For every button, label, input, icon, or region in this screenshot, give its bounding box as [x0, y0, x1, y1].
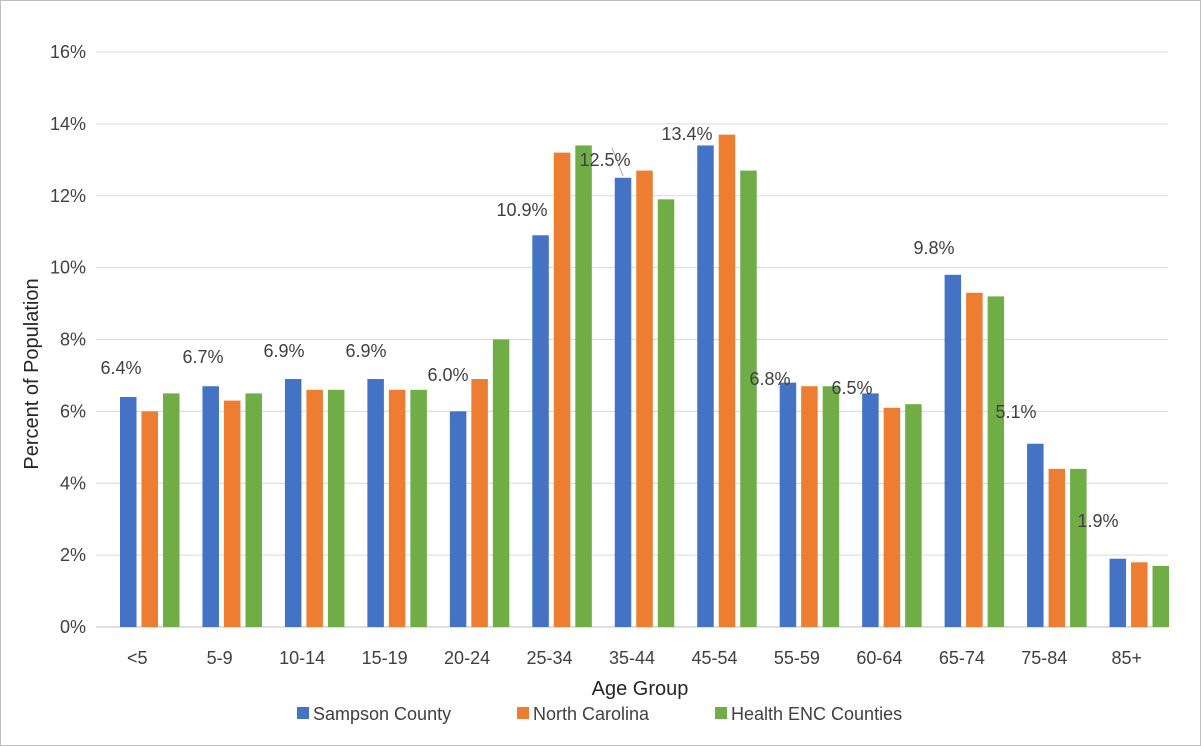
data-label: 9.8%: [913, 238, 954, 258]
bar: [553, 152, 571, 627]
bar: [740, 170, 757, 627]
legend-swatch-health-enc: [715, 707, 727, 719]
legend-label-sampson: Sampson County: [313, 704, 451, 724]
bar: [532, 235, 549, 627]
bar: [1109, 558, 1127, 627]
bar: [1027, 443, 1044, 627]
bar: [492, 339, 510, 627]
bar: [449, 411, 467, 627]
legend-label-north-carolina: North Carolina: [533, 704, 650, 724]
leader-lines: [611, 147, 624, 176]
bar: [697, 145, 714, 627]
bar: [1131, 562, 1148, 627]
data-label: 5.1%: [995, 402, 1036, 422]
bar: [718, 134, 736, 627]
x-tick-label: 25-34: [527, 648, 573, 668]
bar: [388, 389, 406, 627]
bar: [1070, 468, 1087, 627]
x-tick-label: 85+: [1111, 648, 1142, 668]
x-tick-label: <5: [127, 648, 148, 668]
data-label: 6.7%: [182, 347, 223, 367]
legend-swatch-sampson: [297, 707, 309, 719]
data-label: 6.5%: [831, 378, 872, 398]
bar: [245, 393, 262, 627]
bar: [779, 382, 797, 627]
x-tick-label: 75-84: [1021, 648, 1067, 668]
bar: [367, 379, 384, 627]
y-tick-label: 4%: [60, 473, 86, 493]
bar: [120, 397, 137, 627]
data-label: 6.9%: [345, 341, 386, 361]
bar: [987, 296, 1005, 627]
x-tick-label: 20-24: [444, 648, 490, 668]
bar: [306, 389, 323, 627]
leader-line: [611, 147, 624, 176]
y-axis-title: Percent of Population: [21, 278, 43, 469]
y-tick-label: 16%: [50, 42, 86, 62]
data-label: 1.9%: [1077, 511, 1118, 531]
y-tick-label: 6%: [60, 401, 86, 421]
x-tick-label: 60-64: [856, 648, 902, 668]
bar: [163, 393, 180, 627]
y-tick-label: 12%: [50, 186, 86, 206]
legend-swatch-north-carolina: [517, 707, 529, 719]
bar: [1048, 468, 1066, 627]
y-tick-label: 14%: [50, 114, 86, 134]
x-tick-label: 15-19: [362, 648, 408, 668]
y-tick-labels: 0% 2% 4% 6% 8% 10% 12% 14% 16%: [50, 42, 86, 637]
data-label: 6.0%: [427, 365, 468, 385]
x-axis-title: Age Group: [592, 678, 689, 700]
bar: [223, 400, 241, 627]
bar: [575, 145, 592, 627]
bar: [202, 386, 219, 627]
bar: [883, 407, 901, 627]
y-tick-label: 2%: [60, 545, 86, 565]
x-tick-label: 35-44: [609, 648, 655, 668]
bar: [905, 404, 922, 627]
data-label: 6.8%: [749, 369, 790, 389]
x-tick-label: 65-74: [939, 648, 985, 668]
data-label: 6.9%: [263, 341, 304, 361]
bar: [944, 274, 962, 627]
x-tick-label: 10-14: [279, 648, 325, 668]
y-tick-label: 10%: [50, 258, 86, 278]
data-label: 12.5%: [579, 150, 630, 170]
bar: [862, 393, 879, 627]
bar: [822, 386, 840, 627]
bar: [284, 379, 302, 627]
bar: [471, 379, 488, 627]
data-labels: 6.4% 6.7% 6.9% 6.9% 6.0% 10.9% 12.5% 13.4% 6.8% 6…: [100, 124, 1118, 531]
x-tick-label: 55-59: [774, 648, 820, 668]
bar: [410, 389, 427, 627]
bar: [657, 199, 675, 627]
y-tick-label: 8%: [60, 330, 86, 350]
data-label: 10.9%: [496, 200, 547, 220]
data-label: 13.4%: [661, 124, 712, 144]
bar: [801, 386, 818, 627]
x-tick-label: 5-9: [207, 648, 233, 668]
bar: [327, 389, 345, 627]
bar: [1152, 565, 1170, 627]
bar: [966, 292, 983, 627]
data-label: 6.4%: [100, 358, 141, 378]
x-tick-label: 45-54: [691, 648, 737, 668]
bar: [141, 411, 158, 627]
legend: Sampson County North Carolina Health ENC…: [297, 704, 902, 724]
bar: [636, 170, 653, 627]
legend-label-health-enc: Health ENC Counties: [731, 704, 902, 724]
y-tick-label: 0%: [60, 617, 86, 637]
bar: [614, 177, 632, 627]
bars: [120, 134, 1170, 627]
x-tick-labels: <5 5-9 10-14 15-19 20-24 25-34 35-44 45-54 55-59…: [127, 648, 1142, 668]
